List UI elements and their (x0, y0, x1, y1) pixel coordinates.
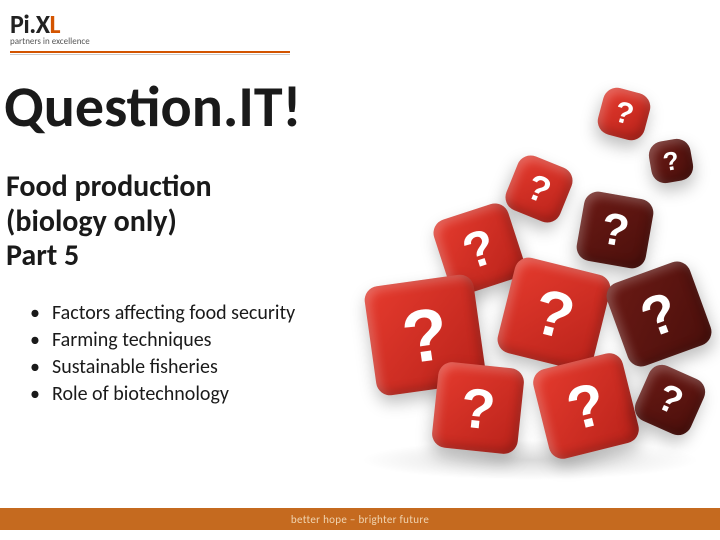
question-die-icon: ? (574, 189, 655, 270)
logo-tagline: partners in excellence (10, 36, 290, 47)
question-die-icon: ? (603, 258, 716, 371)
question-die-icon: ? (501, 151, 577, 227)
logo-block: Pi.XL partners in excellence (10, 8, 290, 55)
logo-rule-2 (10, 54, 290, 55)
list-item: Farming techniques (30, 327, 295, 354)
question-die-icon: ? (495, 255, 614, 374)
logo-rule (10, 51, 290, 53)
footer-bar: better hope – brighter future (0, 508, 720, 530)
question-die-icon: ? (430, 200, 528, 298)
list-item: Sustainable fisheries (30, 354, 295, 381)
list-item: Role of biotechnology (30, 381, 295, 408)
bullet-list: Factors affecting food security Farming … (30, 300, 295, 408)
question-die-icon: ? (363, 273, 487, 397)
dice-shadow (360, 440, 700, 480)
subtitle-line: (biology only) (6, 205, 212, 240)
dice-illustration: ??????????? (340, 80, 720, 460)
page-title: Question.IT! (4, 78, 301, 136)
question-die-icon: ? (647, 137, 696, 186)
list-item: Factors affecting food security (30, 300, 295, 327)
question-die-icon: ? (630, 360, 709, 439)
footer-text: better hope – brighter future (291, 513, 429, 526)
subtitle-block: Food production (biology only) Part 5 (6, 170, 212, 274)
subtitle-line: Food production (6, 170, 212, 205)
question-die-icon: ? (595, 85, 654, 144)
subtitle-line: Part 5 (6, 239, 212, 274)
